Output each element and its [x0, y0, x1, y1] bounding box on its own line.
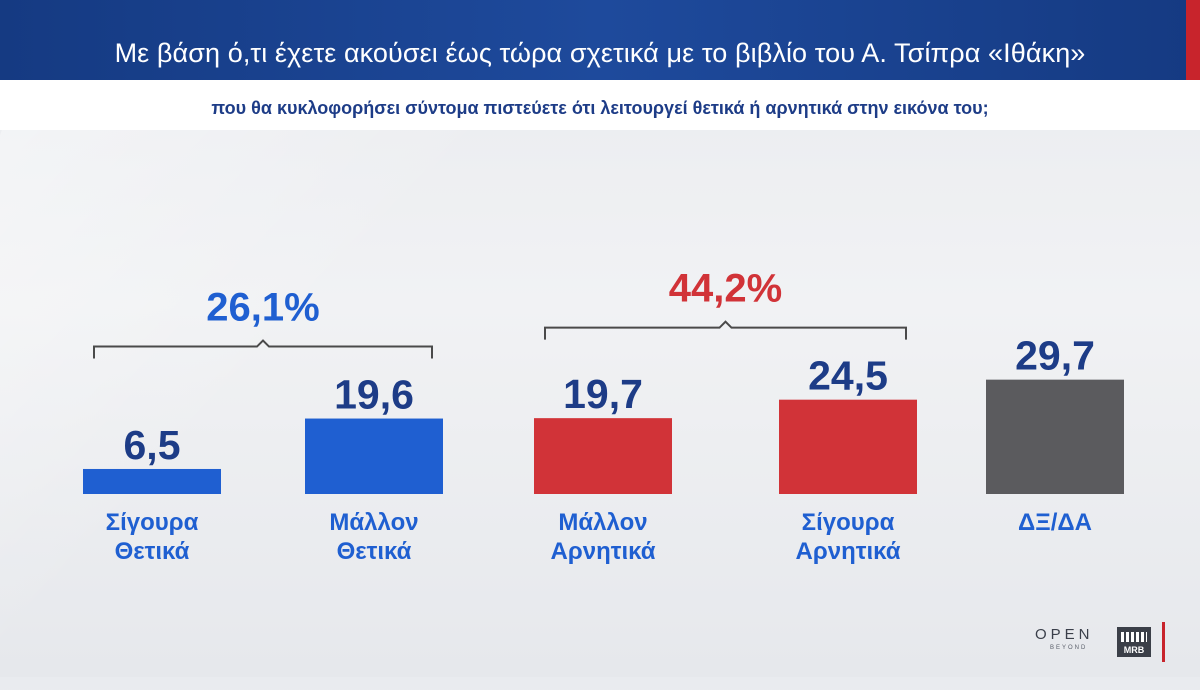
bar — [534, 418, 672, 494]
subtitle-bar — [0, 80, 1200, 130]
category-label: Μάλλον — [558, 509, 647, 536]
bar — [779, 399, 917, 494]
value-label: 6,5 — [124, 422, 181, 468]
bar — [305, 418, 443, 494]
bar — [83, 468, 221, 494]
open-logo: OPEN — [1035, 626, 1094, 643]
beyond-logo-text: BEYOND — [1050, 645, 1088, 651]
page-subtitle: που θα κυκλοφορήσει σύντομα πιστεύετε ότ… — [211, 98, 989, 118]
page-title: Με βάση ό,τι έχετε ακούσει έως τώρα σχετ… — [114, 38, 1086, 68]
category-label: Θετικά — [115, 538, 190, 565]
mrb-logo: MRB — [1117, 627, 1151, 657]
group-total-label: 44,2% — [669, 267, 782, 311]
category-label: Σίγουρα — [106, 509, 199, 536]
value-label: 19,6 — [334, 372, 414, 418]
category-label: ΔΞ/ΔΑ — [1018, 509, 1092, 536]
category-label: Αρνητικά — [551, 538, 656, 565]
category-label: Θετικά — [337, 538, 412, 565]
header-red-edge — [1186, 0, 1200, 80]
header-bar — [0, 0, 1200, 80]
value-label: 29,7 — [1015, 333, 1095, 379]
value-label: 24,5 — [808, 353, 888, 399]
value-label: 19,7 — [563, 371, 643, 417]
category-label: Σίγουρα — [802, 509, 895, 536]
group-bracket — [544, 320, 907, 340]
red-accent-line — [1162, 622, 1165, 662]
bar — [986, 379, 1124, 494]
group-total-label: 26,1% — [206, 286, 319, 330]
group-bracket — [93, 339, 433, 359]
category-label: Αρνητικά — [796, 538, 901, 565]
category-label: Μάλλον — [329, 509, 418, 536]
